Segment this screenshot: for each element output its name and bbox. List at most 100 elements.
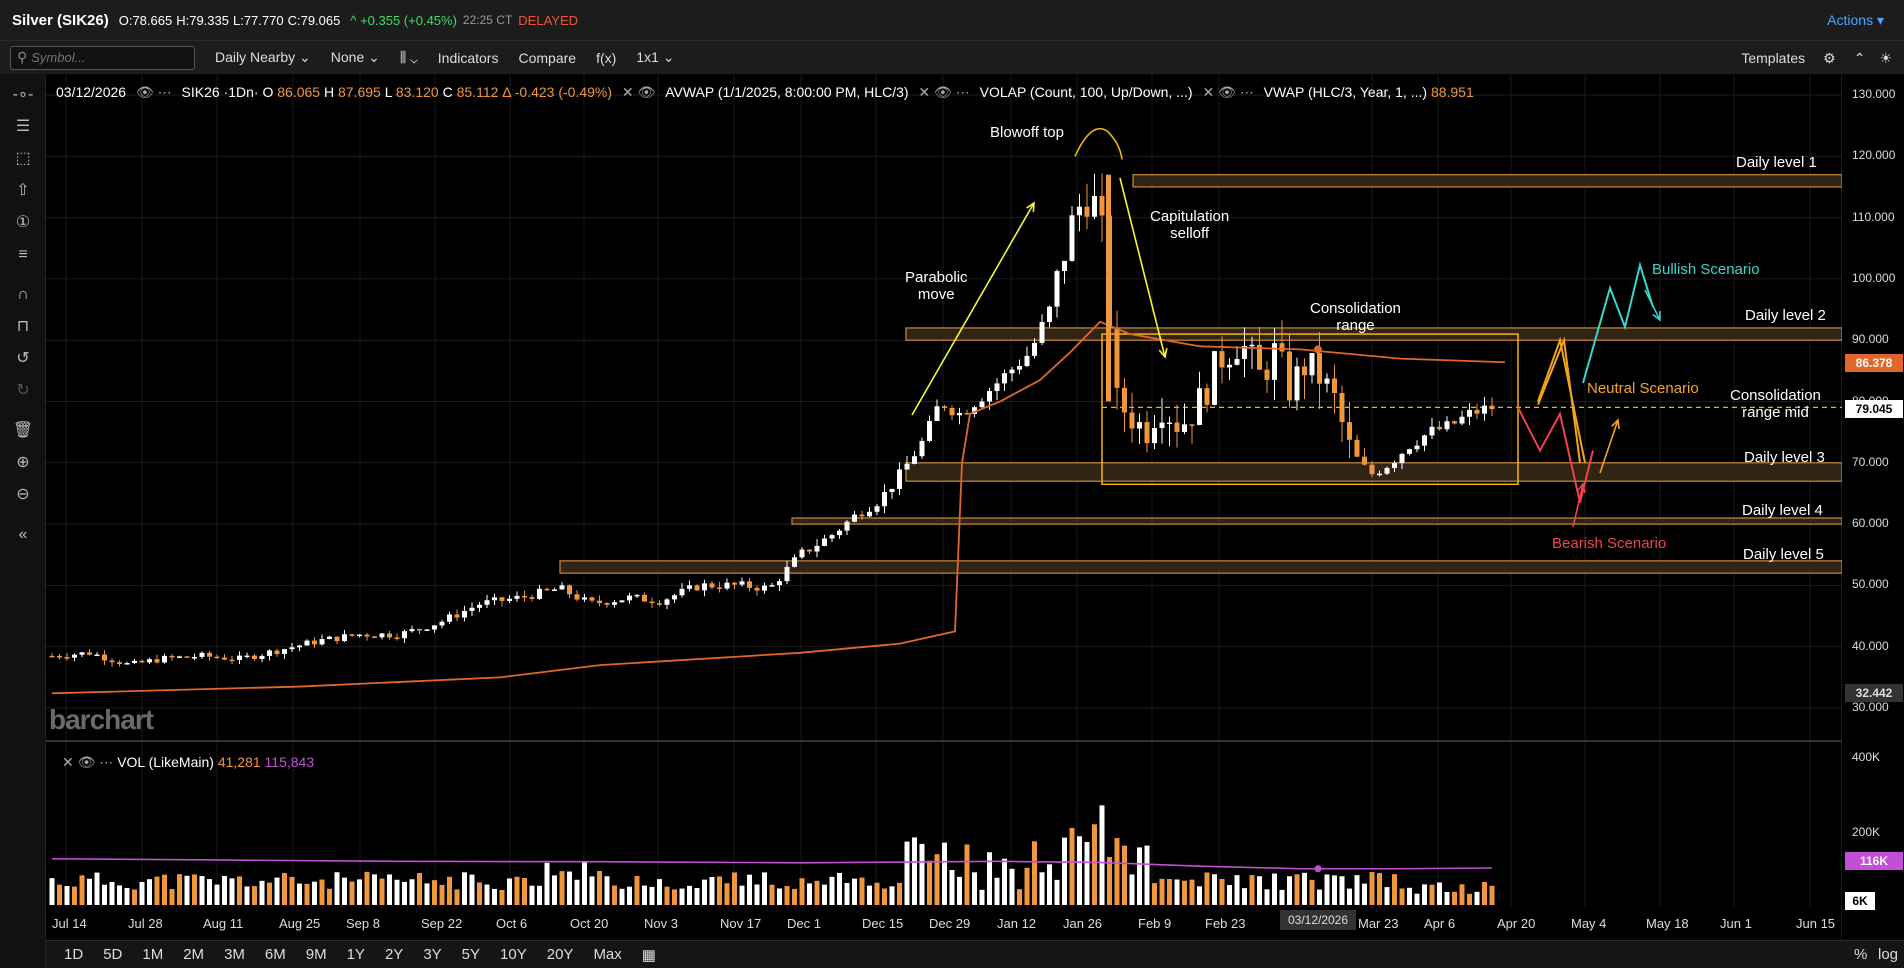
- legend-date: 03/12/2026: [56, 84, 127, 100]
- layout-dropdown[interactable]: 1x1 ⌄: [636, 49, 674, 66]
- magnet-icon[interactable]: ∩: [17, 286, 29, 303]
- range-10y-button[interactable]: 10Y: [500, 946, 527, 963]
- price-chart[interactable]: [46, 74, 1842, 968]
- range-9m-button[interactable]: 9M: [305, 946, 327, 963]
- range-max-button[interactable]: Max: [593, 946, 622, 963]
- chart-type-dropdown[interactable]: ⫼ ⌄: [400, 49, 418, 66]
- range-3m-button[interactable]: 3M: [224, 946, 245, 963]
- collapse-toolbar-icon[interactable]: «: [18, 526, 28, 543]
- candle-body: [597, 600, 602, 604]
- redo-icon[interactable]: ↻: [16, 382, 30, 399]
- annotation-capitulation: Capitulation selloff: [1150, 208, 1230, 242]
- symbol-search-input[interactable]: [31, 50, 182, 65]
- candle-body: [282, 649, 287, 655]
- theme-icon[interactable]: ☀: [1879, 49, 1892, 66]
- candle-body: [1257, 344, 1262, 370]
- close-icon[interactable]: ✕ 👁 ⋯: [918, 84, 970, 100]
- volume-bar: [147, 879, 152, 905]
- percent-toggle[interactable]: %: [1854, 946, 1868, 963]
- candle-body: [1054, 271, 1060, 307]
- close-icon[interactable]: ✕ 👁 ⋯: [62, 754, 114, 770]
- volume-bar: [897, 882, 902, 905]
- trash-icon[interactable]: 🗑: [12, 422, 34, 439]
- candle-body: [732, 582, 737, 585]
- time-axis-label: May 4: [1571, 916, 1607, 931]
- bearish-arrow: [1572, 483, 1584, 528]
- candle-body: [1264, 369, 1270, 380]
- lines-icon[interactable]: ☰: [15, 118, 31, 135]
- undo-icon[interactable]: ↺: [16, 350, 30, 367]
- volume-bar: [522, 878, 527, 905]
- lock-icon[interactable]: ⊓: [16, 318, 30, 335]
- calendar-icon[interactable]: ▦: [641, 946, 656, 964]
- volume-bar: [1392, 874, 1397, 905]
- volume-bar: [919, 843, 925, 905]
- crosshair-icon[interactable]: -∘-: [12, 86, 34, 103]
- range-5d-button[interactable]: 5D: [103, 946, 123, 963]
- range-3y-button[interactable]: 3Y: [423, 946, 442, 963]
- zoom-out-icon[interactable]: ⊖: [16, 486, 30, 503]
- bullish-path: [1582, 261, 1654, 384]
- candle-body: [664, 599, 670, 605]
- close-icon[interactable]: ✕ 👁: [621, 84, 656, 100]
- range-20y-button[interactable]: 20Y: [546, 946, 574, 963]
- candle-body: [919, 440, 925, 457]
- volume-bar: [1384, 887, 1390, 905]
- range-1y-button[interactable]: 1Y: [346, 946, 365, 963]
- candle-body: [289, 647, 295, 650]
- volume-bar: [1159, 878, 1165, 905]
- actions-label: Actions: [1827, 12, 1874, 28]
- candle-body: [634, 594, 640, 597]
- volume-bar: [664, 886, 670, 905]
- candle-body: [319, 639, 325, 645]
- volume-bar: [1482, 881, 1487, 905]
- range-6m-button[interactable]: 6M: [264, 946, 286, 963]
- fib-icon[interactable]: ≡: [18, 246, 28, 263]
- arrow-icon[interactable]: ⇧: [16, 182, 30, 199]
- candle-body: [439, 621, 445, 626]
- candle-body: [747, 581, 752, 588]
- fx-button[interactable]: f(x): [596, 49, 617, 66]
- range-2y-button[interactable]: 2Y: [384, 946, 404, 963]
- volume-bar: [1039, 872, 1045, 905]
- zoom-in-icon[interactable]: ⊕: [16, 454, 30, 471]
- candle-body: [852, 514, 857, 522]
- volume-bar: [627, 886, 632, 905]
- collapse-icon[interactable]: ⌃: [1853, 49, 1866, 66]
- none-dropdown[interactable]: None ⌄: [331, 49, 380, 66]
- log-toggle[interactable]: log: [1878, 946, 1899, 963]
- candle-body: [109, 660, 115, 663]
- range-1d-button[interactable]: 1D: [64, 946, 84, 963]
- volume-bar: [859, 877, 865, 905]
- shapes-icon[interactable]: ⬚: [15, 150, 31, 167]
- volume-bar: [1407, 887, 1412, 905]
- templates-button[interactable]: Templates: [1741, 50, 1806, 66]
- header-high: H:79.335: [176, 12, 229, 28]
- candle-body: [267, 650, 272, 656]
- compare-button[interactable]: Compare: [518, 49, 577, 66]
- price-tag-avwap: 32.442: [1845, 684, 1903, 702]
- symbol-search[interactable]: ⚲: [10, 45, 195, 70]
- volume-bar: [1324, 874, 1330, 905]
- time-axis-label: Feb 23: [1205, 916, 1246, 931]
- period-dropdown[interactable]: Daily Nearby ⌄: [215, 49, 311, 66]
- eye-icon[interactable]: 👁 ⋯: [135, 84, 172, 100]
- candle-body: [1092, 195, 1097, 217]
- range-2m-button[interactable]: 2M: [183, 946, 205, 963]
- range-5y-button[interactable]: 5Y: [461, 946, 481, 963]
- candle-body: [1452, 421, 1457, 424]
- indicators-button[interactable]: Indicators: [437, 49, 499, 66]
- time-axis-label: Sep 8: [346, 916, 380, 931]
- number-icon[interactable]: ①: [15, 214, 31, 231]
- actions-menu[interactable]: Actions ▾: [1827, 12, 1884, 29]
- volume-bar: [439, 884, 445, 905]
- price-axis-label: 120.000: [1852, 148, 1896, 163]
- chevron-down-icon: ▾: [1876, 12, 1884, 28]
- range-1m-button[interactable]: 1M: [142, 946, 164, 963]
- volume-bar: [447, 876, 452, 905]
- time-axis-label: Jul 14: [52, 916, 87, 931]
- gear-icon[interactable]: ⚙: [1823, 49, 1836, 66]
- close-icon[interactable]: ✕ 👁 ⋯: [1202, 84, 1254, 100]
- volume-bar: [454, 889, 460, 905]
- volume-bar: [792, 888, 797, 905]
